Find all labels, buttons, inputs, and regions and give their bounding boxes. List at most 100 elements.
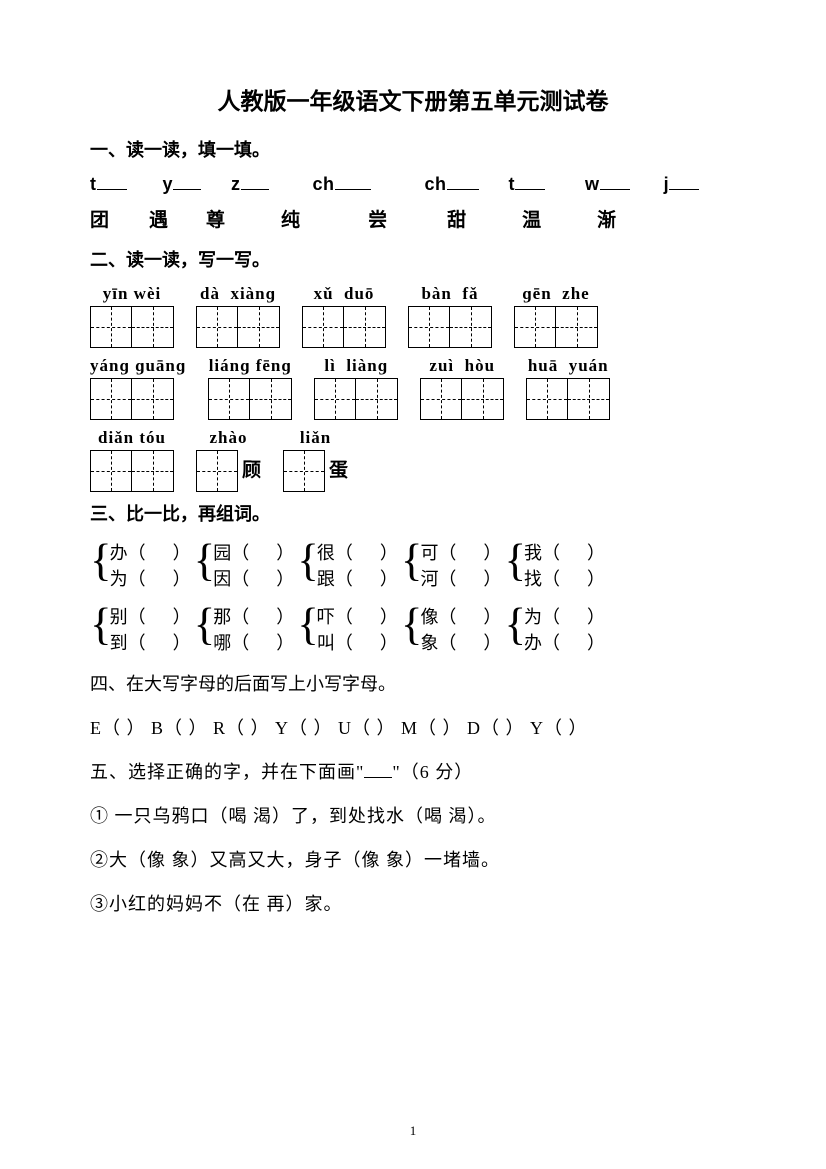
q3-option-b: 叫（ ） bbox=[317, 629, 398, 655]
q3-pair: {很（ ）跟（ ） bbox=[297, 538, 398, 592]
q3-heading: 三、比一比，再组词。 bbox=[90, 500, 736, 526]
q2-pinyin: zuì hòu bbox=[420, 356, 504, 376]
q2-group: ɡēn zhe bbox=[514, 284, 598, 348]
q3-option-a: 园（ ） bbox=[213, 539, 294, 565]
brace-icon: { bbox=[297, 538, 319, 592]
q2-pinyin: yīn wèi bbox=[90, 284, 174, 304]
q3-option-b: 到（ ） bbox=[110, 629, 191, 655]
tianzi-box bbox=[556, 306, 598, 348]
tianzi-box bbox=[196, 306, 238, 348]
q3-pair: {吓（ ）叫（ ） bbox=[297, 602, 398, 656]
q2-pinyin: liǎn bbox=[283, 428, 348, 448]
q2-row: yīn wèi dà xiànɡ xǔ duō bàn fǎ ɡēn zhe bbox=[90, 284, 736, 348]
q2-group: yīn wèi bbox=[90, 284, 174, 348]
q2-row: diǎn tóu zhào顾 liǎn蛋 bbox=[90, 428, 736, 492]
brace-icon: { bbox=[297, 602, 319, 656]
q3-pair: {别（ ）到（ ） bbox=[90, 602, 191, 656]
tianzi-box bbox=[90, 306, 132, 348]
q1-char: 温 bbox=[522, 205, 541, 232]
q2-group: liǎn蛋 bbox=[283, 428, 348, 492]
q2-pinyin: bàn fǎ bbox=[408, 284, 492, 304]
q3-pair: {那（ ）哪（ ） bbox=[194, 602, 295, 656]
q1-blank bbox=[600, 175, 630, 190]
tianzi-box bbox=[90, 378, 132, 420]
q3-option-a: 那（ ） bbox=[213, 603, 294, 629]
tianzi-box bbox=[450, 306, 492, 348]
q1-char: 尝 bbox=[368, 205, 387, 232]
q2-group: lì liànɡ bbox=[314, 356, 398, 420]
q1-blank bbox=[97, 175, 127, 190]
q1-blank bbox=[335, 175, 371, 190]
brace-icon: { bbox=[194, 538, 216, 592]
q3-pair: {为（ ）办（ ） bbox=[504, 602, 605, 656]
q3-option-b: 为（ ） bbox=[110, 565, 191, 591]
q1-initial: y bbox=[163, 174, 174, 195]
q5-underline-sample bbox=[364, 765, 392, 778]
q3-option-a: 我（ ） bbox=[524, 539, 605, 565]
brace-icon: { bbox=[401, 538, 423, 592]
tianzi-box bbox=[526, 378, 568, 420]
brace-icon: { bbox=[504, 538, 526, 592]
q2-after-char: 蛋 bbox=[329, 450, 348, 492]
q1-blank bbox=[241, 175, 269, 190]
q5-line-2: ②大（像 象）又高又大，身子（像 象）一堵墙。 bbox=[90, 846, 736, 872]
tianzi-box bbox=[90, 450, 132, 492]
q3-pair: {办（ ）为（ ） bbox=[90, 538, 191, 592]
q2-group: diǎn tóu bbox=[90, 428, 174, 492]
tianzi-box bbox=[408, 306, 450, 348]
page-number: 1 bbox=[0, 1123, 826, 1139]
q2-pinyin: liánɡ fēnɡ bbox=[208, 356, 292, 376]
q3-container: {办（ ）为（ ）{园（ ）因（ ）{很（ ）跟（ ）{可（ ）河（ ）{我（ … bbox=[90, 538, 736, 656]
q3-option-b: 因（ ） bbox=[213, 565, 294, 591]
q2-group: zhào顾 bbox=[196, 428, 261, 492]
q1-initial: ch bbox=[313, 174, 335, 195]
tianzi-box bbox=[344, 306, 386, 348]
q3-option-a: 吓（ ） bbox=[317, 603, 398, 629]
q2-pinyin: lì liànɡ bbox=[314, 356, 398, 376]
tianzi-box bbox=[132, 306, 174, 348]
q3-option-a: 像（ ） bbox=[420, 603, 501, 629]
q2-pinyin: xǔ duō bbox=[302, 284, 386, 304]
q2-group: zuì hòu bbox=[420, 356, 504, 420]
q1-blank bbox=[515, 175, 545, 190]
q1-heading: 一、读一读，填一填。 bbox=[90, 136, 736, 162]
q2-group: yánɡ ɡuānɡ bbox=[90, 356, 186, 420]
tianzi-box bbox=[238, 306, 280, 348]
q2-heading: 二、读一读，写一写。 bbox=[90, 246, 736, 272]
q2-pinyin: ɡēn zhe bbox=[514, 284, 598, 304]
tianzi-box bbox=[196, 450, 238, 492]
tianzi-box bbox=[462, 378, 504, 420]
q3-option-b: 河（ ） bbox=[420, 565, 501, 591]
q1-chars-row: 团遇尊纯尝甜温渐 bbox=[90, 205, 736, 232]
brace-icon: { bbox=[194, 602, 216, 656]
q2-row: yánɡ ɡuānɡliánɡ fēnɡlì liànɡzuì hòuhuā y… bbox=[90, 356, 736, 420]
tianzi-box bbox=[420, 378, 462, 420]
q4-letters-row: E（ ） B（ ） R（ ） Y（ ） U（ ） M（ ） D（ ） Y（ ） bbox=[90, 714, 736, 740]
q2-group: bàn fǎ bbox=[408, 284, 492, 348]
tianzi-box bbox=[132, 450, 174, 492]
page-title: 人教版一年级语文下册第五单元测试卷 bbox=[90, 82, 736, 116]
q2-group: liánɡ fēnɡ bbox=[208, 356, 292, 420]
q1-char: 尊 bbox=[206, 205, 225, 232]
q1-blank bbox=[447, 175, 479, 190]
q1-char: 遇 bbox=[149, 205, 168, 232]
q2-container: yīn wèi dà xiànɡ xǔ duō bàn fǎ ɡēn zhe yánɡ ɡ… bbox=[90, 284, 736, 492]
tianzi-box bbox=[302, 306, 344, 348]
tianzi-box bbox=[283, 450, 325, 492]
q5-line-3: ③小红的妈妈不（在 再）家。 bbox=[90, 890, 736, 916]
brace-icon: { bbox=[504, 602, 526, 656]
q3-option-a: 很（ ） bbox=[317, 539, 398, 565]
q2-group: dà xiànɡ bbox=[196, 284, 280, 348]
q3-row: {办（ ）为（ ）{园（ ）因（ ）{很（ ）跟（ ）{可（ ）河（ ）{我（ … bbox=[90, 538, 736, 592]
q5-heading-post: "（6 分） bbox=[392, 762, 473, 782]
tianzi-box bbox=[314, 378, 356, 420]
tianzi-box bbox=[356, 378, 398, 420]
q1-initial: ch bbox=[425, 174, 447, 195]
q2-pinyin: dà xiànɡ bbox=[196, 284, 280, 304]
tianzi-box bbox=[568, 378, 610, 420]
q2-group: xǔ duō bbox=[302, 284, 386, 348]
brace-icon: { bbox=[401, 602, 423, 656]
q4-heading: 四、在大写字母的后面写上小写字母。 bbox=[90, 670, 736, 696]
q5-heading-pre: 五、选择正确的字，并在下面画" bbox=[90, 762, 364, 782]
q5-heading: 五、选择正确的字，并在下面画" "（6 分） bbox=[90, 758, 736, 784]
